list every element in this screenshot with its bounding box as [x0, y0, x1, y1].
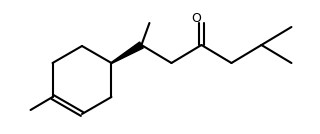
- Text: O: O: [191, 12, 201, 25]
- Polygon shape: [111, 42, 143, 63]
